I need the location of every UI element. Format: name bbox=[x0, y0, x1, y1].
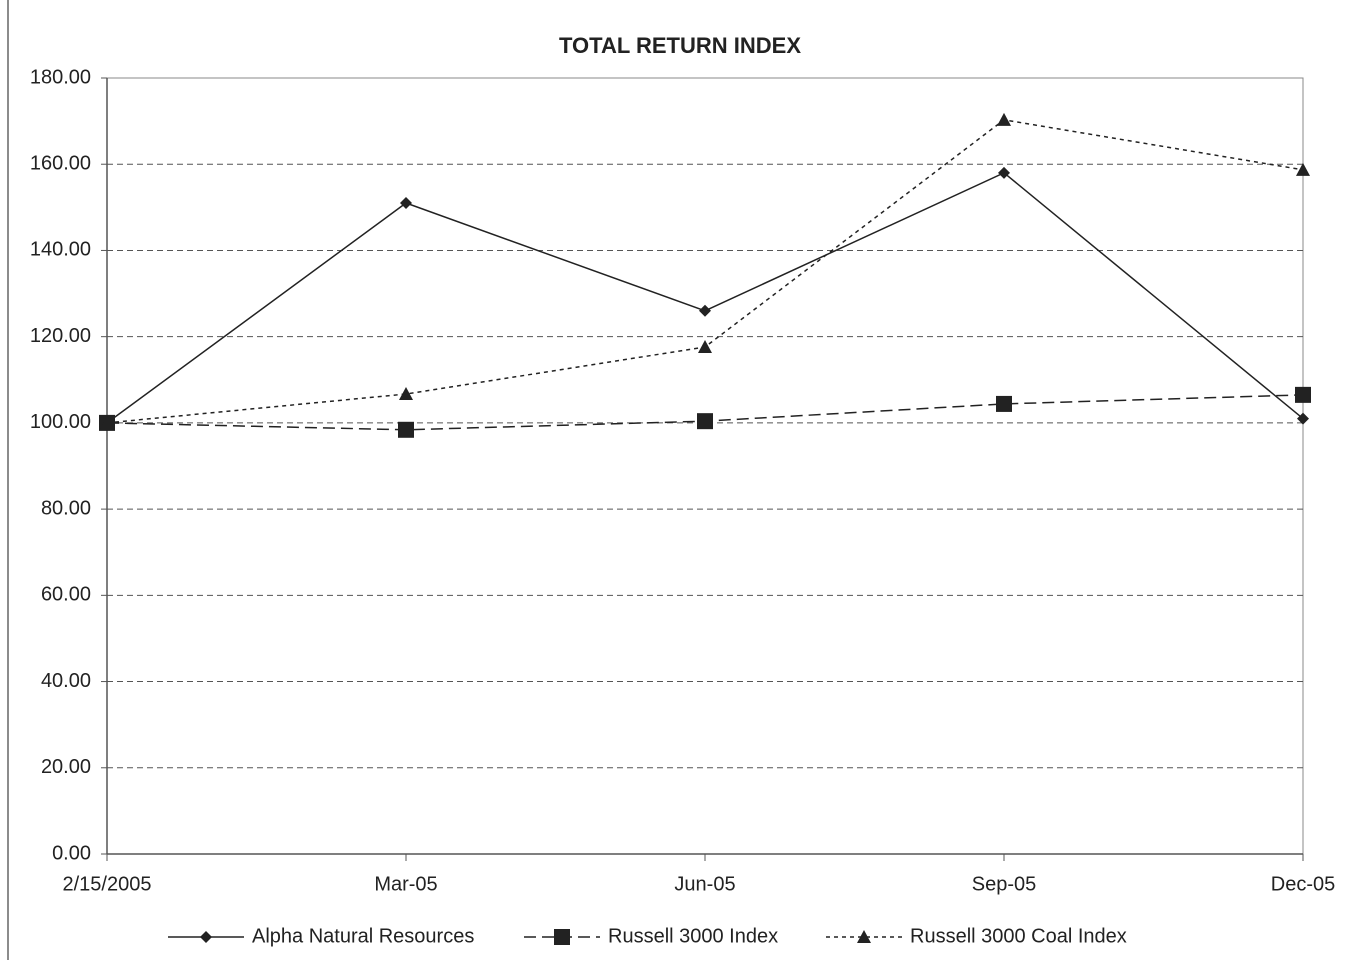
marker bbox=[399, 387, 413, 401]
marker bbox=[1296, 162, 1310, 176]
legend-label: Alpha Natural Resources bbox=[252, 925, 474, 947]
x-tick-label: Mar-05 bbox=[374, 873, 437, 895]
series-line bbox=[106, 171, 1304, 424]
y-tick-label: 160.00 bbox=[30, 153, 91, 175]
y-tick-label: 100.00 bbox=[30, 411, 91, 433]
y-tick-label: 180.00 bbox=[30, 66, 91, 88]
marker bbox=[1297, 412, 1309, 425]
marker bbox=[857, 930, 871, 943]
x-tick-label: Sep-05 bbox=[972, 873, 1037, 895]
marker bbox=[400, 197, 412, 210]
y-tick-label: 40.00 bbox=[41, 670, 91, 692]
marker bbox=[554, 929, 570, 945]
x-tick-label: Dec-05 bbox=[1271, 873, 1335, 895]
plot-area bbox=[106, 77, 1304, 855]
marker bbox=[200, 931, 212, 943]
y-tick-label: 20.00 bbox=[41, 756, 91, 778]
marker bbox=[698, 340, 712, 354]
x-tick-label: Jun-05 bbox=[674, 873, 735, 895]
marker bbox=[100, 415, 114, 429]
marker bbox=[997, 112, 1011, 126]
marker bbox=[697, 413, 713, 430]
y-tick-label: 80.00 bbox=[41, 497, 91, 519]
y-tick-label: 120.00 bbox=[30, 325, 91, 347]
y-tick-label: 60.00 bbox=[41, 584, 91, 606]
marker bbox=[398, 421, 414, 438]
y-tick-label: 140.00 bbox=[30, 239, 91, 261]
marker bbox=[1295, 386, 1311, 403]
marker bbox=[996, 395, 1012, 412]
legend-label: Russell 3000 Coal Index bbox=[910, 925, 1127, 947]
x-tick-label: 2/15/2005 bbox=[63, 873, 152, 895]
legend-label: Russell 3000 Index bbox=[608, 925, 778, 947]
marker bbox=[998, 166, 1010, 179]
y-tick-label: 0.00 bbox=[52, 842, 91, 864]
chart-title: TOTAL RETURN INDEX bbox=[559, 33, 801, 58]
marker bbox=[699, 304, 711, 317]
